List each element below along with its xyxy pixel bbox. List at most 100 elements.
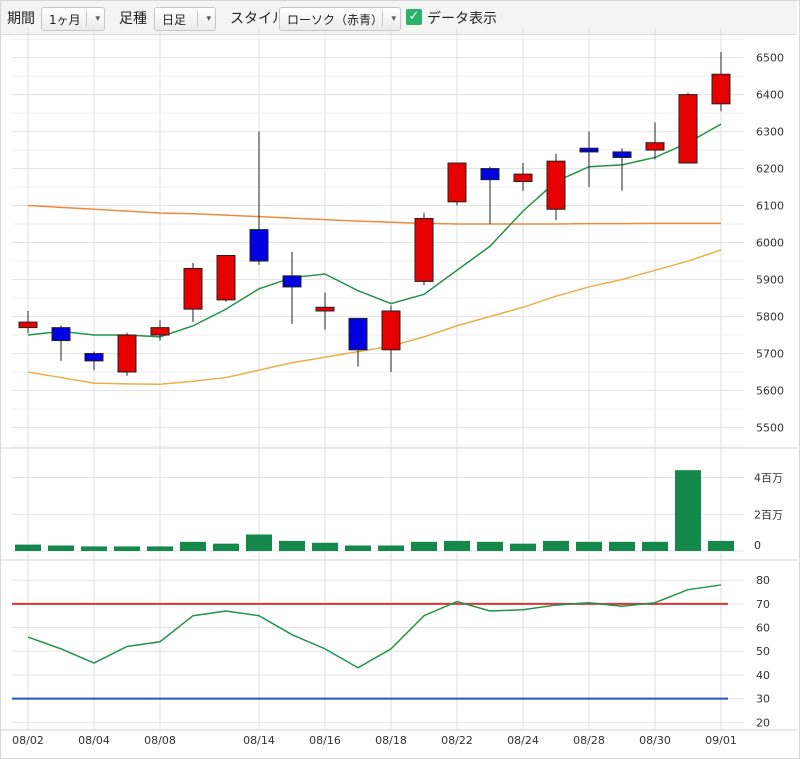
volume-bar bbox=[543, 540, 569, 551]
foot-dropdown[interactable]: 日足 ▾ bbox=[154, 7, 216, 31]
price-tick-label: 6100 bbox=[756, 200, 784, 213]
volume-bar bbox=[114, 546, 140, 551]
date-tick-label: 08/18 bbox=[375, 734, 407, 747]
foot-value: 日足 bbox=[162, 13, 187, 27]
volume-bar bbox=[81, 546, 107, 551]
candle-down bbox=[249, 229, 269, 262]
candle-up bbox=[414, 218, 434, 282]
moving-average-mid bbox=[27, 249, 722, 385]
volume-bar bbox=[213, 543, 239, 551]
chevron-down-icon: ▾ bbox=[95, 14, 100, 24]
oscillator-tick-label: 60 bbox=[756, 622, 770, 635]
oscillator-tick-label: 70 bbox=[756, 598, 770, 611]
candle-up bbox=[183, 267, 203, 310]
price-tick-label: 6400 bbox=[756, 89, 784, 102]
price-tick-label: 6000 bbox=[756, 237, 784, 250]
volume-panel bbox=[15, 470, 734, 551]
oscillator-tick-label: 40 bbox=[756, 669, 770, 682]
candle-down bbox=[480, 168, 500, 181]
moving-average-short bbox=[27, 123, 722, 338]
volume-bar bbox=[180, 541, 206, 551]
candle-up bbox=[513, 173, 533, 183]
price-tick-label: 6300 bbox=[756, 126, 784, 139]
volume-bar bbox=[147, 546, 173, 551]
candle-up bbox=[117, 334, 137, 373]
toolbar: 期間 1ヶ月 ▾ 足種 日足 ▾ スタイル ローソク（赤青） ▾ ✓ データ表示 bbox=[1, 1, 797, 35]
oscillator-line bbox=[27, 584, 722, 669]
volume-bar bbox=[312, 542, 338, 551]
candle-up bbox=[315, 306, 335, 312]
volume-bar bbox=[444, 540, 470, 551]
volume-bar bbox=[675, 470, 701, 551]
date-tick-label: 08/14 bbox=[243, 734, 275, 747]
price-tick-label: 5900 bbox=[756, 274, 784, 287]
volume-tick-label: 2百万 bbox=[754, 508, 783, 521]
volume-bar bbox=[246, 534, 272, 551]
foot-label: 足種 bbox=[119, 11, 147, 27]
period-label: 期間 bbox=[7, 11, 35, 27]
volume-bar bbox=[378, 545, 404, 551]
date-tick-label: 08/04 bbox=[78, 734, 110, 747]
grid bbox=[1, 28, 797, 731]
chevron-down-icon: ▾ bbox=[391, 14, 396, 24]
candle-down bbox=[579, 147, 599, 153]
date-tick-label: 08/08 bbox=[144, 734, 176, 747]
price-tick-label: 5500 bbox=[756, 422, 784, 435]
candle-down bbox=[282, 275, 302, 288]
candle-down bbox=[612, 151, 632, 158]
date-tick-label: 08/22 bbox=[441, 734, 473, 747]
date-tick-label: 08/30 bbox=[639, 734, 671, 747]
oscillator-tick-label: 30 bbox=[756, 693, 770, 706]
date-tick-label: 08/28 bbox=[573, 734, 605, 747]
price-tick-label: 5600 bbox=[756, 385, 784, 398]
period-dropdown[interactable]: 1ヶ月 ▾ bbox=[41, 7, 105, 31]
chevron-down-icon: ▾ bbox=[206, 14, 211, 24]
candle-down bbox=[51, 327, 71, 342]
candle-up bbox=[18, 321, 38, 329]
price-tick-label: 5700 bbox=[756, 348, 784, 361]
volume-tick-label: 4百万 bbox=[754, 472, 783, 485]
style-label: スタイル bbox=[230, 11, 286, 27]
price-tick-label: 6500 bbox=[756, 52, 784, 65]
date-tick-label: 08/24 bbox=[507, 734, 539, 747]
candle-down bbox=[348, 317, 368, 351]
oscillator-tick-label: 80 bbox=[756, 574, 770, 587]
oscillator-panel bbox=[12, 584, 728, 700]
candle-up bbox=[645, 142, 665, 151]
date-tick-label: 09/01 bbox=[705, 734, 737, 747]
price-panel bbox=[18, 52, 731, 385]
volume-bar bbox=[279, 540, 305, 551]
volume-bar bbox=[708, 540, 734, 551]
volume-bar bbox=[477, 541, 503, 551]
style-dropdown[interactable]: ローソク（赤青） ▾ bbox=[279, 7, 401, 31]
volume-bar bbox=[345, 545, 371, 551]
candle-up bbox=[381, 310, 401, 351]
volume-tick-label: 0 bbox=[754, 539, 761, 552]
volume-bar bbox=[642, 541, 668, 551]
candle-up bbox=[711, 73, 731, 105]
candle-up bbox=[546, 160, 566, 210]
volume-bar bbox=[609, 541, 635, 551]
oscillator-tick-label: 50 bbox=[756, 645, 770, 658]
moving-average-long bbox=[27, 204, 721, 225]
candle-up bbox=[150, 327, 170, 336]
volume-bar bbox=[411, 541, 437, 551]
volume-bar bbox=[15, 544, 41, 551]
checkmark-icon[interactable]: ✓ bbox=[406, 9, 422, 25]
volume-bar bbox=[576, 541, 602, 551]
data-display-label[interactable]: データ表示 bbox=[427, 11, 497, 27]
candle-up bbox=[216, 254, 236, 301]
axis-labels: 6500 6400 6300 6200 6100 6000 5900 5800 5700 5600… bbox=[12, 52, 784, 747]
volume-bar bbox=[48, 545, 74, 551]
period-value: 1ヶ月 bbox=[49, 13, 81, 27]
candle-up bbox=[447, 162, 467, 203]
style-value: ローソク（赤青） bbox=[287, 13, 384, 27]
volume-bar bbox=[510, 543, 536, 551]
candle-down bbox=[84, 353, 104, 362]
date-tick-label: 08/02 bbox=[12, 734, 44, 747]
price-tick-label: 6200 bbox=[756, 163, 784, 176]
candle-up bbox=[678, 94, 698, 164]
oscillator-tick-label: 20 bbox=[756, 716, 770, 729]
